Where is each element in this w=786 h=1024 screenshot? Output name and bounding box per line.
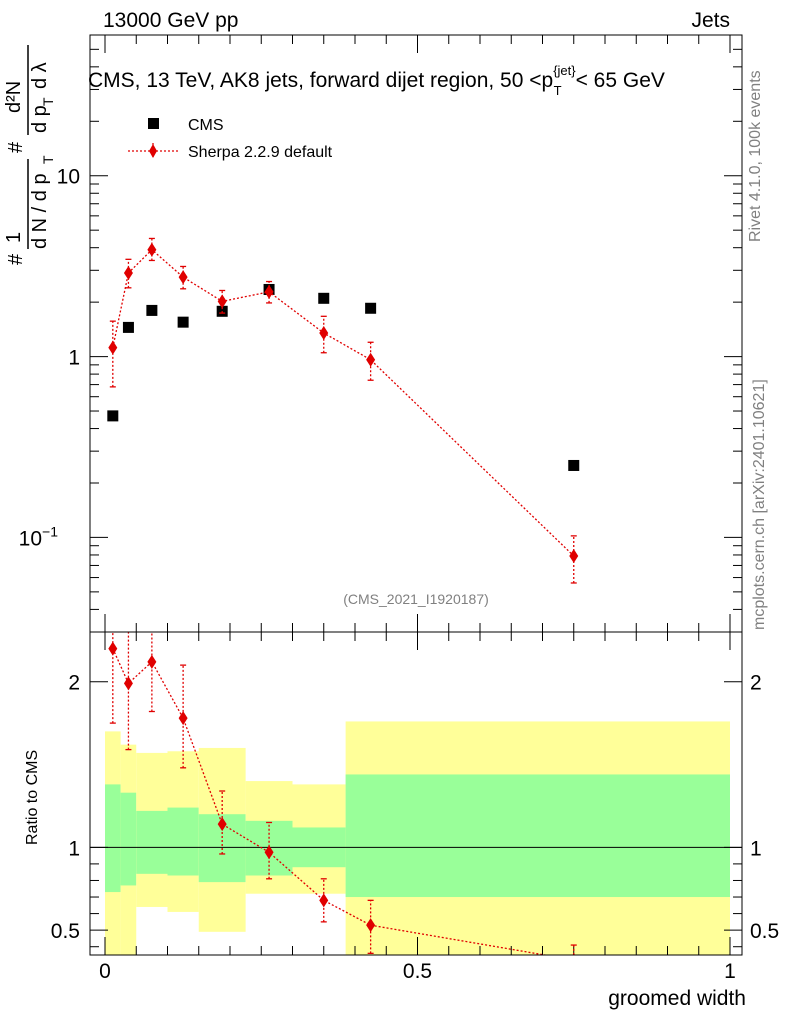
mc-point [123, 265, 133, 280]
ratio-mc-point [108, 641, 118, 656]
cms-point [122, 321, 134, 333]
ratio-mc-point [123, 676, 133, 691]
mc-point [569, 548, 579, 563]
ylabel-sub: T [40, 155, 56, 164]
title-sub: T [554, 83, 562, 98]
main-ytick-label-sup: −1 [42, 523, 58, 539]
mc-line [112, 248, 575, 557]
ratio-ytick-label-left: 0.5 [51, 920, 80, 943]
mc-point [178, 270, 188, 285]
main-plot: 10−1 1 10 [19, 34, 742, 633]
rivet-label: Rivet 4.1.0, 100k events [747, 70, 764, 242]
ratio-mc-point [572, 952, 576, 955]
legend-cms-marker [148, 118, 159, 129]
ylabel-denom: d N / d p [29, 173, 51, 249]
ratio-mc-point [366, 918, 376, 933]
header-right: Jets [691, 9, 730, 32]
mc-point [319, 326, 329, 341]
ratio-plot: 0.5 0.5 1 1 2 2 0 0.5 1 [51, 632, 779, 983]
legend-mc-marker [149, 144, 157, 158]
cms-point [318, 292, 330, 304]
ratio-mc-point [178, 711, 188, 726]
ratio-frame [89, 631, 743, 956]
ylabel-one: 1 [3, 232, 25, 243]
ratio-mc-point [319, 893, 329, 908]
main-ytick-label: 10 [57, 166, 80, 189]
cms-point [177, 316, 189, 328]
title-sup: {jet} [553, 63, 576, 78]
xlabel: groomed width [608, 987, 746, 1010]
legend-mc-label: Sherpa 2.2.9 default [188, 144, 333, 161]
ratio-ytick-label-right: 2 [750, 672, 762, 695]
uncertainty-band-green [105, 784, 121, 893]
xtick-label: 1 [724, 960, 736, 983]
cms-point [568, 459, 580, 471]
mc-point [108, 340, 118, 355]
legend-cms-label: CMS [188, 117, 224, 134]
xtick-label: 0.5 [403, 960, 432, 983]
ylabel-hash2: # [5, 141, 27, 153]
title-post: < 65 GeV [576, 69, 665, 92]
header-left: 13000 GeV pp [103, 9, 238, 32]
mcplots-label: mcplots.cern.ch [arXiv:2401.10621] [751, 379, 768, 630]
ylabel-hash1: # [5, 253, 27, 265]
cms-point [107, 410, 119, 422]
ratio-ytick-label-left: 1 [68, 837, 80, 860]
ratio-ytick-label-left: 2 [68, 672, 80, 695]
mc-point [366, 352, 376, 367]
ylabel-dl: d λ [29, 62, 51, 89]
uncertainty-band-green [136, 810, 168, 874]
uncertainty-band-green [345, 774, 730, 898]
ylabel-sub2: T [40, 97, 56, 106]
legend: CMS Sherpa 2.2.9 default [128, 117, 333, 161]
uncertainty-band-green [120, 792, 137, 886]
xtick-label: 0 [99, 960, 111, 983]
ratio-mc-point [217, 817, 227, 832]
cms-point [146, 304, 158, 316]
ratio-ytick-label-right: 0.5 [750, 920, 779, 943]
main-ytick-label: 10−1 [19, 523, 59, 550]
ratio-mc-line [112, 648, 549, 955]
mc-point [264, 284, 274, 299]
ylabel-den2: d p [29, 105, 51, 133]
ratio-mc-point [264, 845, 274, 860]
main-title: CMS, 13 TeV, AK8 jets, forward dijet reg… [88, 63, 665, 98]
mc-point [217, 294, 227, 309]
uncertainty-band-green [167, 807, 199, 876]
title-pre: CMS, 13 TeV, AK8 jets, forward dijet reg… [88, 69, 553, 92]
cms-point [365, 302, 377, 314]
ylabel-num: d²N [3, 81, 25, 113]
ratio-ytick-label-right: 1 [750, 837, 762, 860]
ratio-ylabel: Ratio to CMS [24, 750, 41, 845]
main-ylabel: # 1 d N / d p T # d²N d p T d λ [3, 45, 56, 265]
main-ytick-label: 1 [68, 347, 80, 370]
ratio-mc-point [147, 654, 157, 669]
analysis-watermark: (CMS_2021_I1920187) [343, 591, 489, 607]
mc-point [147, 242, 157, 257]
ratio-mc-group [108, 632, 577, 955]
